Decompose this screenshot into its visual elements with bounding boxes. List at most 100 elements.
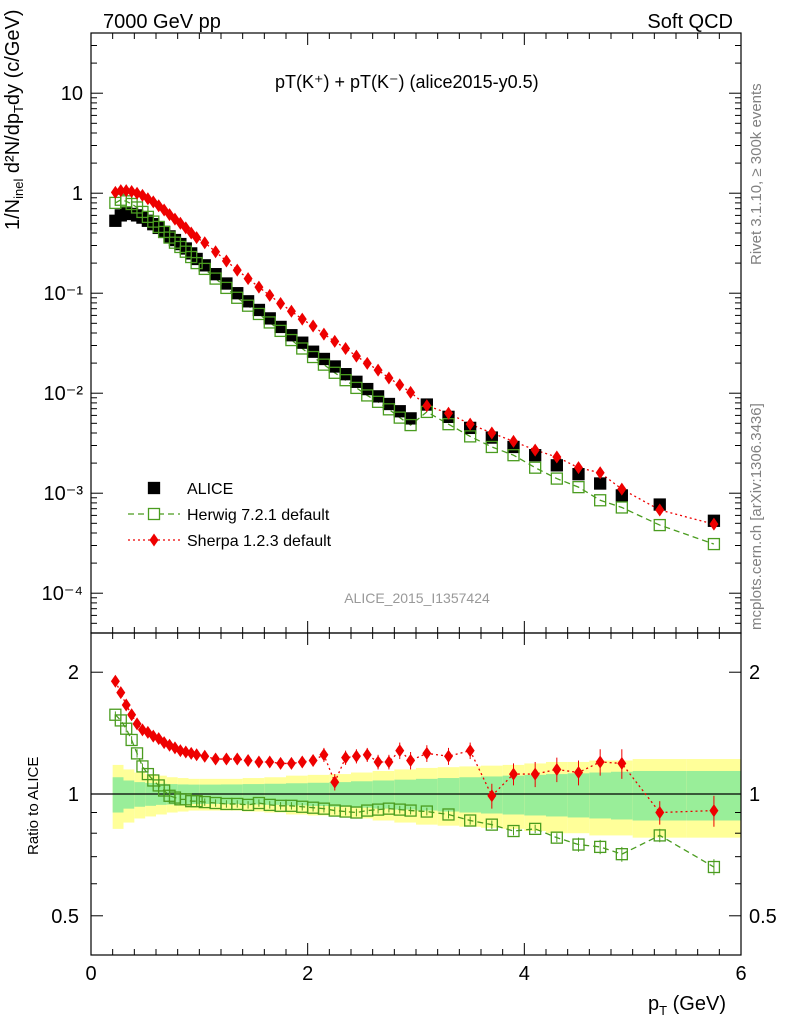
sherpa-point bbox=[341, 341, 351, 355]
ratio-panel: 0 2 4 6 2 2 1 1 0.5 0.5 bbox=[51, 33, 777, 985]
main-y-label-text: 1/Ninel d²N/dpTdy (c/GeV) bbox=[2, 10, 26, 231]
ratio-y-tick-label-left: 0.5 bbox=[51, 906, 79, 928]
herwig-point bbox=[317, 358, 331, 371]
sherpa-point bbox=[552, 450, 562, 464]
mcplots-source-label: mcplots.cern.ch [arXiv:1306.3436] bbox=[748, 403, 765, 630]
herwig-point bbox=[339, 374, 352, 387]
sherpa-ratio-point bbox=[373, 755, 383, 769]
herwig-point bbox=[285, 333, 298, 347]
sherpa-point bbox=[509, 434, 518, 448]
sherpa-point bbox=[422, 399, 432, 413]
main-y-label-prefix: 1/N bbox=[2, 199, 24, 230]
alice-data-point bbox=[241, 295, 255, 308]
herwig-point bbox=[404, 418, 417, 432]
herwig-point bbox=[653, 518, 666, 532]
sherpa-ratio-point bbox=[444, 749, 453, 763]
legend-entry-herwig: Herwig 7.2.1 default bbox=[128, 507, 330, 524]
sherpa-ratio-point bbox=[422, 746, 432, 760]
sherpa-ratio-point bbox=[221, 752, 231, 766]
sherpa-ratio-point bbox=[308, 754, 318, 768]
uncertainty-band-inner bbox=[611, 771, 633, 820]
sherpa-point bbox=[211, 245, 221, 259]
herwig-point bbox=[382, 403, 396, 416]
herwig-ratio-point bbox=[130, 747, 144, 760]
main-panel: 10 1 10⁻¹ 10⁻² 10⁻³ 10⁻⁴ bbox=[42, 32, 742, 634]
uncertainty-band-inner bbox=[567, 773, 590, 818]
uncertainty-band-inner bbox=[394, 779, 416, 810]
legend: ALICE Herwig 7.2.1 default Sherpa 1.2.3 de… bbox=[128, 481, 332, 550]
sherpa-point bbox=[406, 385, 416, 399]
sherpa-point bbox=[265, 288, 275, 302]
legend-label-herwig: Herwig 7.2.1 default bbox=[187, 507, 330, 524]
herwig-point bbox=[274, 324, 287, 338]
y-tick-label: 10⁻³ bbox=[44, 483, 84, 505]
legend-entry-data: ALICE bbox=[147, 481, 233, 498]
legend-entry-sherpa: Sherpa 1.2.3 default bbox=[128, 533, 332, 550]
y-tick-label: 10⁻² bbox=[44, 383, 84, 405]
herwig-ratio-point bbox=[125, 733, 138, 747]
x-axis-label-text: pT (GeV) bbox=[648, 993, 726, 1018]
sherpa-ratio-point bbox=[709, 804, 719, 818]
herwig-ratio-point bbox=[442, 808, 455, 821]
herwig-point bbox=[361, 389, 374, 402]
sherpa-ratio-point bbox=[330, 775, 340, 789]
alice-data-point bbox=[231, 287, 244, 300]
sherpa-ratio-point bbox=[200, 749, 210, 763]
y-tick-label: 10⁻¹ bbox=[44, 283, 84, 305]
sherpa-point bbox=[595, 466, 605, 480]
sherpa-ratio-point bbox=[319, 748, 329, 762]
alice-data-point bbox=[209, 268, 222, 281]
sherpa-ratio-point bbox=[265, 755, 275, 769]
sherpa-point bbox=[362, 356, 372, 370]
sherpa-ratio-point bbox=[487, 789, 497, 803]
uncertainty-band-inner bbox=[437, 778, 460, 812]
sherpa-ratio-point bbox=[243, 754, 253, 768]
sherpa-ratio-point bbox=[297, 755, 307, 769]
sherpa-point bbox=[121, 184, 131, 198]
sherpa-point bbox=[444, 406, 453, 420]
sherpa-ratio-point bbox=[406, 754, 416, 768]
alice-data-point bbox=[263, 312, 276, 325]
sherpa-point bbox=[373, 363, 383, 377]
main-y-label-sub2: T bbox=[11, 105, 26, 113]
sherpa-point bbox=[351, 349, 361, 363]
sherpa-ratio-point bbox=[254, 755, 264, 769]
alice-data-point bbox=[220, 277, 233, 290]
sherpa-point bbox=[116, 184, 126, 198]
herwig-point bbox=[529, 461, 542, 474]
herwig-point bbox=[252, 307, 266, 321]
sherpa-ratio-point bbox=[286, 756, 296, 770]
sherpa-ratio-point bbox=[132, 717, 142, 731]
herwig-ratio-point bbox=[507, 824, 520, 838]
sherpa-point bbox=[200, 236, 210, 250]
herwig-point bbox=[209, 272, 222, 285]
legend-label-data: ALICE bbox=[187, 481, 233, 498]
x-tick-label: 4 bbox=[519, 963, 530, 985]
sherpa-ratio-point bbox=[574, 766, 583, 780]
ratio-y-label: Ratio to ALICE bbox=[25, 757, 42, 855]
y-tick-label: 1 bbox=[72, 183, 83, 205]
sherpa-ratio-point bbox=[362, 748, 372, 762]
uncertainty-band-inner bbox=[112, 777, 124, 813]
rivet-version-label: Rivet 3.1.10, ≥ 300k events bbox=[748, 83, 765, 265]
legend-label-sherpa: Sherpa 1.2.3 default bbox=[187, 533, 332, 550]
uncertainty-band-inner bbox=[459, 777, 481, 813]
herwig-ratio-point bbox=[485, 818, 498, 831]
x-axis-label-sub: T bbox=[659, 1003, 667, 1018]
sherpa-point bbox=[655, 503, 665, 517]
x-tick-label: 6 bbox=[735, 963, 746, 985]
sherpa-point bbox=[221, 254, 231, 268]
sherpa-ratio-point bbox=[509, 767, 518, 781]
herwig-point bbox=[220, 281, 233, 295]
herwig-ratio-point bbox=[190, 795, 203, 808]
herwig-ratio-point bbox=[594, 840, 607, 854]
sherpa-ratio-point bbox=[192, 748, 202, 762]
main-y-label-end: dy (c/GeV) bbox=[2, 10, 24, 106]
herwig-point bbox=[707, 537, 721, 551]
sherpa-ratio-point bbox=[655, 806, 665, 820]
header-left-label: 7000 GeV pp bbox=[103, 11, 221, 33]
sherpa-point bbox=[384, 371, 394, 385]
uncertainty-band-inner bbox=[416, 778, 438, 811]
sherpa-point bbox=[465, 417, 475, 431]
